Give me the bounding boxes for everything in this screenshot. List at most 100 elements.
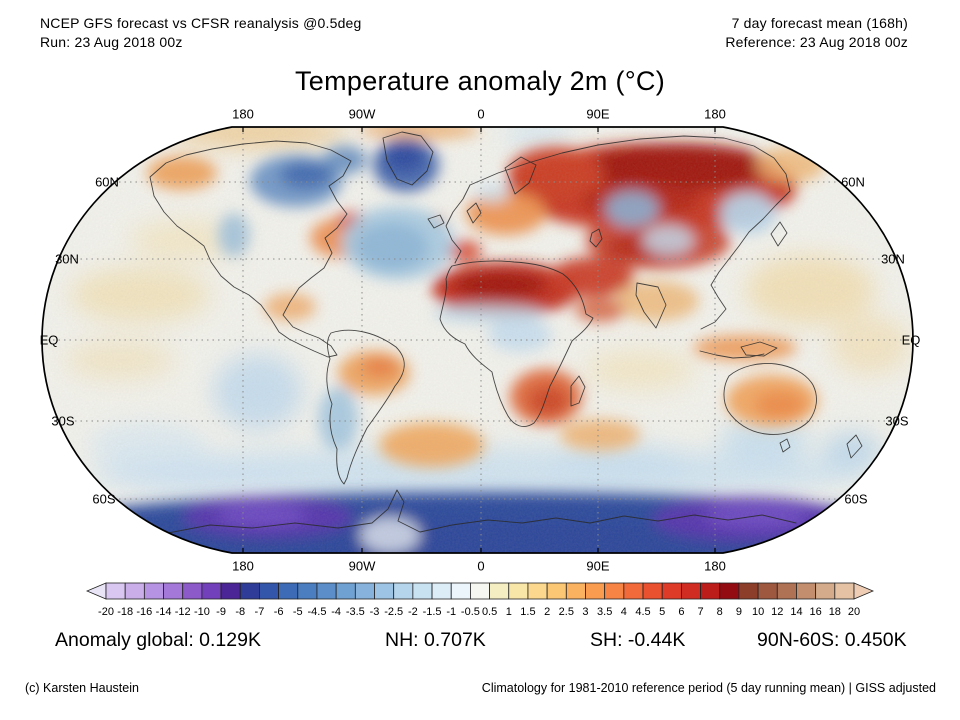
colorbar-tick: 1 — [506, 606, 512, 618]
colorbar-cell — [297, 582, 318, 600]
run-line: Run: 23 Aug 2018 00z — [40, 34, 183, 50]
colorbar-tick: -14 — [156, 606, 172, 618]
colorbar-tick: 6 — [678, 606, 684, 618]
world-map — [41, 126, 914, 554]
colorbar-tick: 20 — [848, 606, 860, 618]
colorbar-tick: 4.5 — [635, 606, 650, 618]
colorbar-scale: -20 -18 -16 -14 -12 -10 -9 -8 -7 -6 -5 -4.5 -4 -3.5 -3… — [85, 582, 875, 618]
colorbar-tick: -2 — [408, 606, 418, 618]
colorbar-cell — [642, 582, 663, 600]
colorbar-tick: -6 — [274, 606, 284, 618]
colorbar-cell — [220, 582, 241, 600]
colorbar-cell — [796, 582, 817, 600]
colorbar-cell — [316, 582, 337, 600]
colorbar-cell — [278, 582, 299, 600]
colorbar-cell — [124, 582, 145, 600]
colorbar-cell — [201, 582, 222, 600]
colorbar-cell — [623, 582, 644, 600]
colorbar-tick: -3.5 — [346, 606, 365, 618]
colorbar-tick: 3.5 — [597, 606, 612, 618]
colorbar-tick: 18 — [829, 606, 841, 618]
colorbar-cell — [738, 582, 759, 600]
colorbar-cell — [680, 582, 701, 600]
colorbar-tick: -0.5 — [461, 606, 480, 618]
colorbar-tick: 2 — [544, 606, 550, 618]
colorbar-tick: 9 — [736, 606, 742, 618]
colorbar-cell — [374, 582, 395, 600]
colorbar-cell — [143, 582, 164, 600]
colorbar-cell — [239, 582, 260, 600]
colorbar-cell — [163, 582, 184, 600]
colorbar-tick: -1 — [446, 606, 456, 618]
anomaly-field — [42, 127, 913, 553]
coastlines — [149, 131, 863, 534]
colorbar-tick: 1.5 — [520, 606, 535, 618]
map-outline — [41, 126, 914, 554]
stat-sh: SH: -0.44K — [590, 629, 686, 651]
colorbar-tick: -7 — [255, 606, 265, 618]
colorbar-cell — [105, 582, 126, 600]
map-area — [0, 105, 960, 575]
colorbar-cell — [489, 582, 510, 600]
colorbar-cell — [757, 582, 778, 600]
colorbar: -20 -18 -16 -14 -12 -10 -9 -8 -7 -6 -5 -4.5 -4 -3.5 -3… — [85, 582, 875, 620]
colorbar-cell — [776, 582, 797, 600]
colorbar-tick: -1.5 — [423, 606, 442, 618]
colorbar-cell — [335, 582, 356, 600]
colorbar-tick: 12 — [771, 606, 783, 618]
colorbar-cell — [585, 582, 606, 600]
summary-stats: Anomaly global: 0.129K NH: 0.707K SH: -0.4… — [0, 629, 960, 659]
reference-line: Reference: 23 Aug 2018 00z — [725, 34, 908, 50]
colorbar-tick: 2.5 — [559, 606, 574, 618]
colorbar-cell — [470, 582, 490, 600]
stat-90n-60s: 90N-60S: 0.450K — [757, 629, 907, 651]
colorbar-tick: -18 — [117, 606, 133, 618]
colorbar-tick: -2.5 — [384, 606, 403, 618]
stat-anomaly-global: Anomaly global: 0.129K — [55, 629, 261, 651]
colorbar-tick: -8 — [235, 606, 245, 618]
colorbar-right-arrow — [853, 582, 875, 600]
colorbar-tick: 16 — [810, 606, 822, 618]
colorbar-cell — [508, 582, 529, 600]
colorbar-tick: -16 — [136, 606, 152, 618]
colorbar-tick: -3 — [370, 606, 380, 618]
colorbar-cell — [719, 582, 740, 600]
colorbar-cell — [431, 582, 452, 600]
colorbar-cell — [700, 582, 721, 600]
colorbar-cell — [259, 582, 280, 600]
colorbar-tick: -4 — [331, 606, 341, 618]
colorbar-cell — [661, 582, 682, 600]
colorbar-tick: -9 — [216, 606, 226, 618]
colorbar-tick: 0.5 — [482, 606, 497, 618]
colorbar-left-arrow — [85, 582, 107, 600]
credit-text: (c) Karsten Haustein — [25, 681, 139, 695]
colorbar-tick: 10 — [752, 606, 764, 618]
colorbar-tick: -20 — [98, 606, 114, 618]
colorbar-tick: 4 — [621, 606, 627, 618]
header-right: 7 day forecast mean (168h) Reference: 23… — [725, 14, 908, 52]
colorbar-cell — [412, 582, 433, 600]
colorbar-tick: -4.5 — [307, 606, 326, 618]
colorbar-tick: -5 — [293, 606, 303, 618]
colorbar-tick: 7 — [698, 606, 704, 618]
colorbar-cell — [815, 582, 836, 600]
colorbar-tick: -12 — [175, 606, 191, 618]
colorbar-cell — [604, 582, 625, 600]
colorbar-cell — [450, 582, 471, 600]
colorbar-tick: 14 — [790, 606, 802, 618]
colorbar-cell — [393, 582, 414, 600]
colorbar-cell — [354, 582, 375, 600]
colorbar-cell — [527, 582, 548, 600]
colorbar-cell — [834, 582, 855, 600]
model-line: NCEP GFS forecast vs CFSR reanalysis @0.… — [40, 15, 362, 31]
header-left: NCEP GFS forecast vs CFSR reanalysis @0.… — [40, 14, 362, 52]
forecast-line: 7 day forecast mean (168h) — [731, 15, 908, 31]
colorbar-tick: 5 — [659, 606, 665, 618]
climatology-text: Climatology for 1981-2010 reference peri… — [481, 681, 936, 695]
page-title: Temperature anomaly 2m (°C) — [294, 66, 666, 96]
colorbar-cell — [182, 582, 203, 600]
colorbar-cell — [546, 582, 567, 600]
colorbar-cell — [565, 582, 586, 600]
stat-nh: NH: 0.707K — [385, 629, 486, 651]
